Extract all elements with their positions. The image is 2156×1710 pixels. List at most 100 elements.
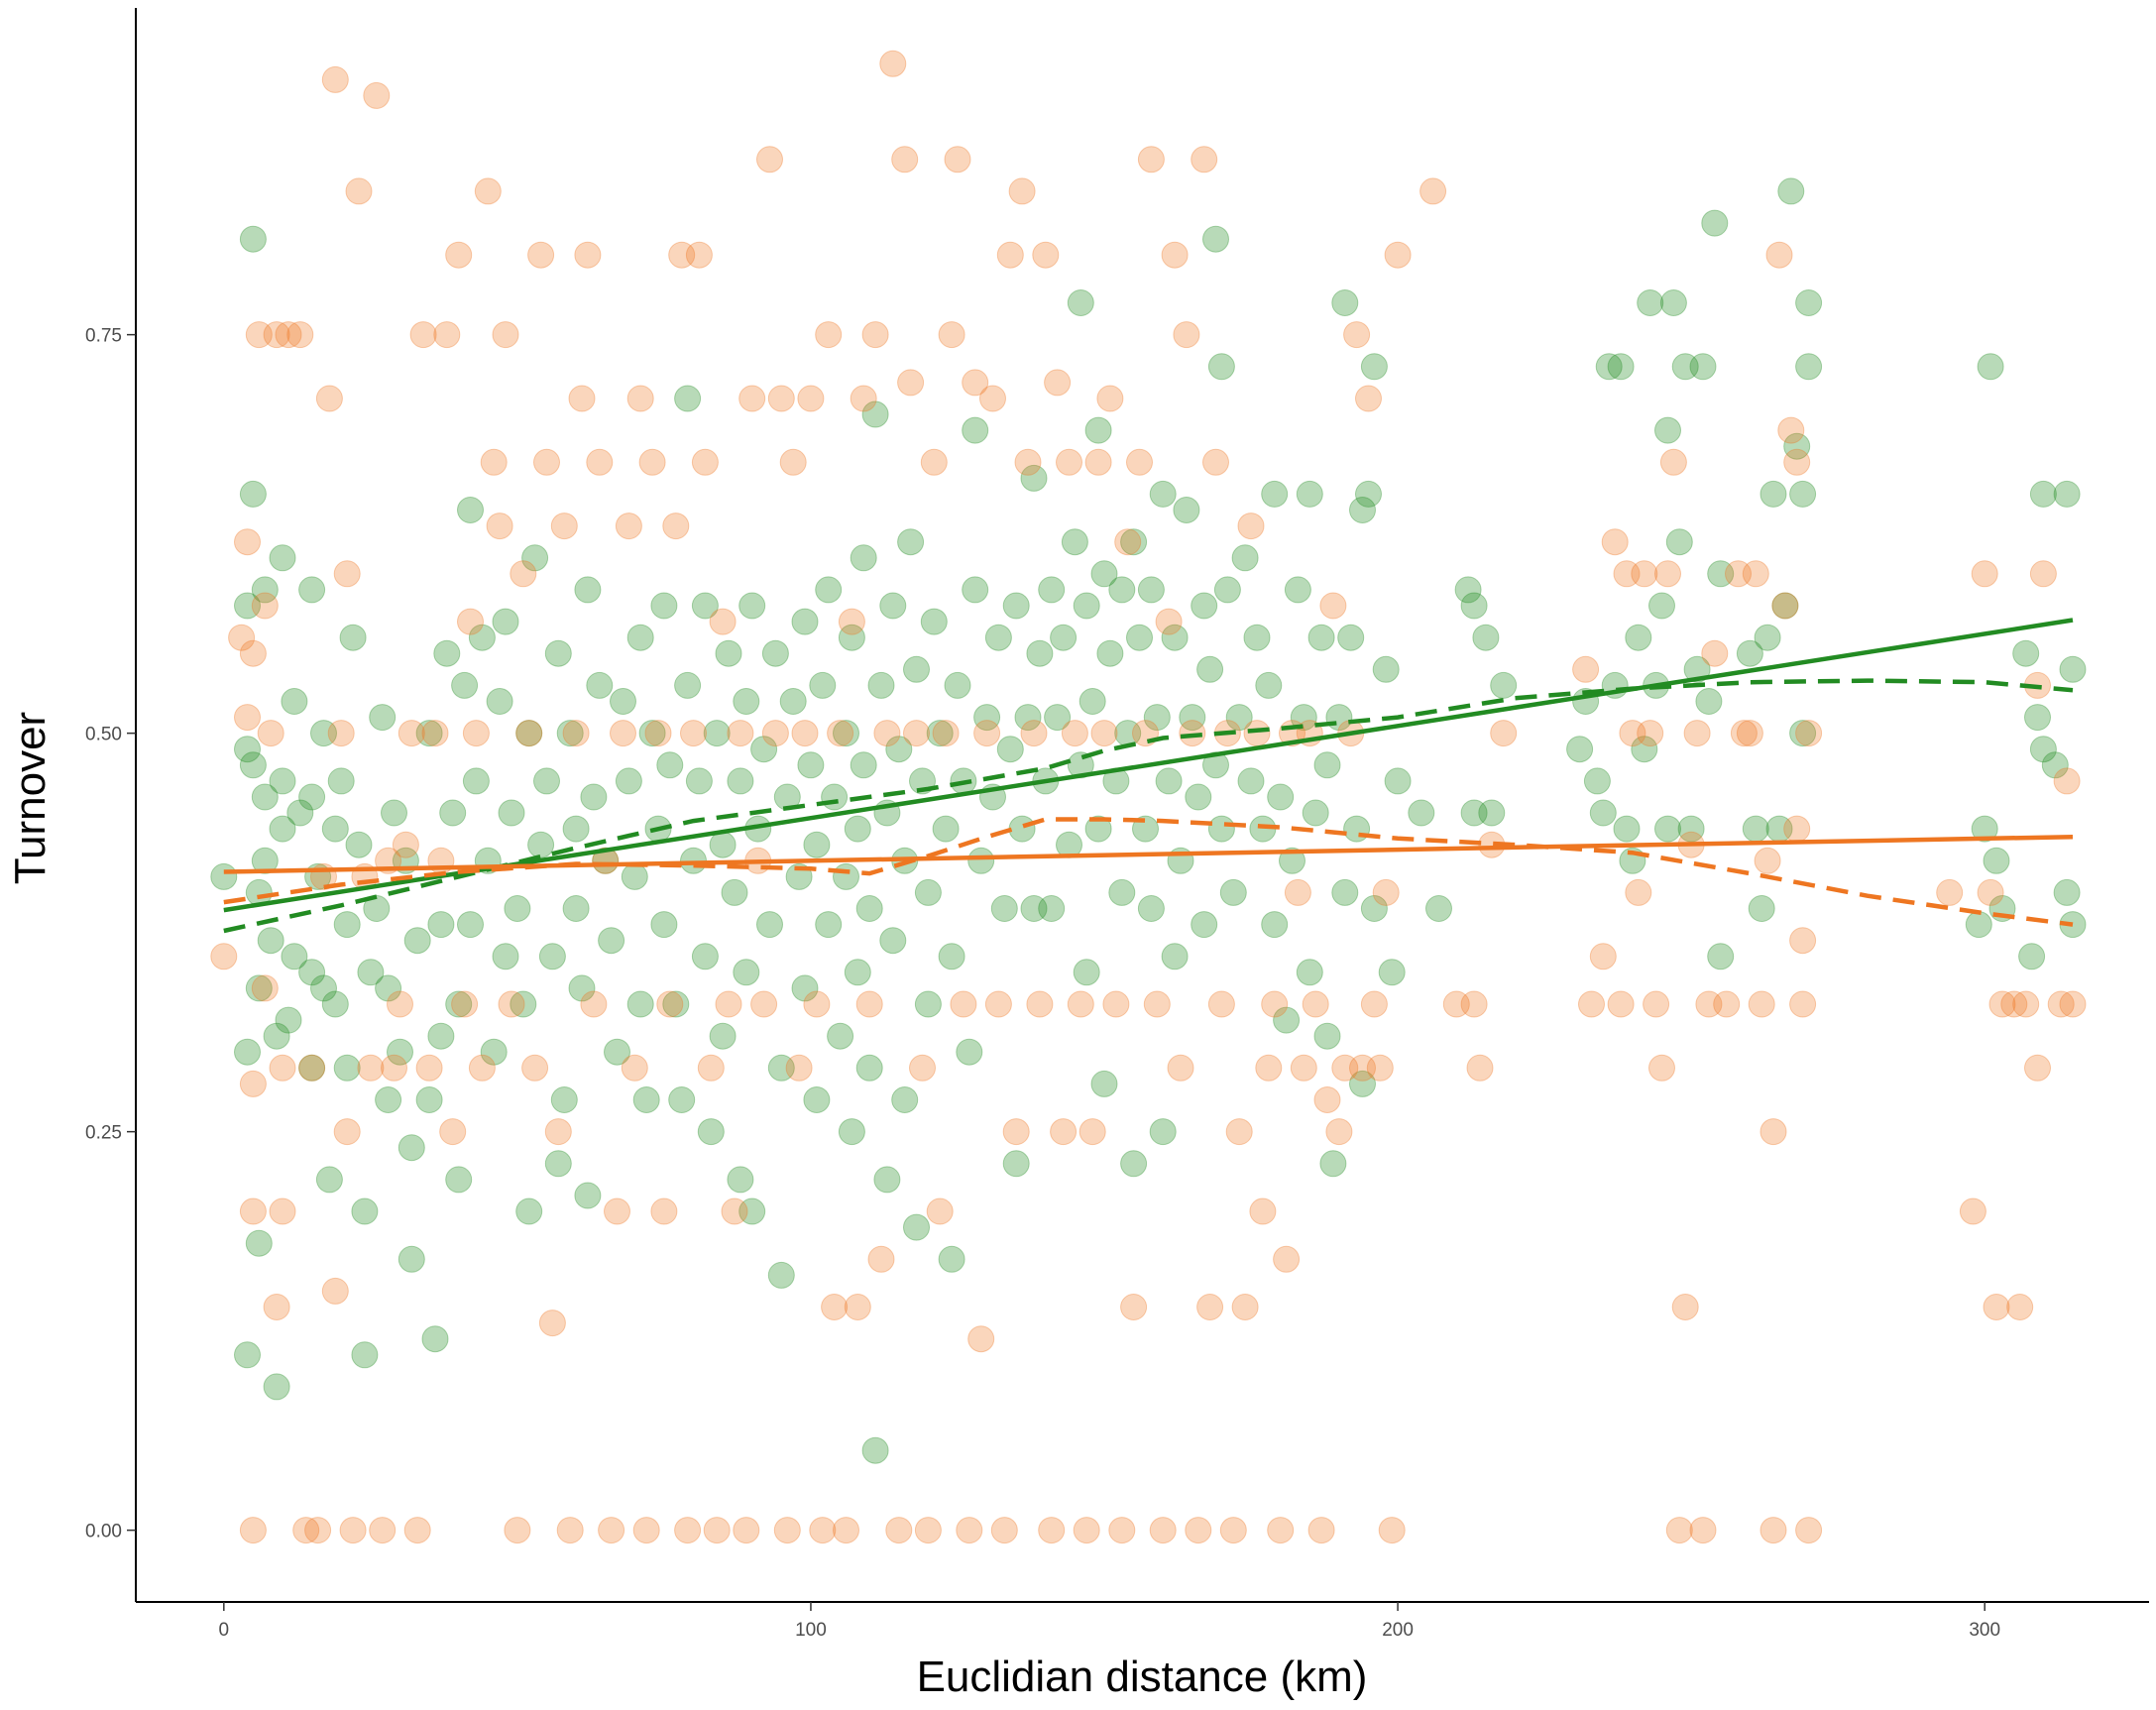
data-point (1472, 624, 1500, 651)
data-point (1255, 1054, 1283, 1082)
data-point (2053, 767, 2081, 795)
data-point (973, 720, 1001, 747)
data-point (727, 720, 754, 747)
data-point (598, 1517, 625, 1544)
data-point (1137, 576, 1165, 604)
data-point (1261, 990, 1289, 1018)
data-point (474, 177, 502, 205)
data-point (779, 688, 807, 715)
data-point (521, 544, 549, 572)
data-point (1061, 720, 1088, 747)
x-axis-title: Euclidian distance (km) (917, 1653, 1368, 1701)
data-point (2006, 1294, 2034, 1320)
data-point (1648, 1054, 1675, 1082)
data-point (251, 783, 279, 811)
data-point (879, 592, 907, 620)
data-point (1302, 990, 1329, 1018)
data-point (403, 1517, 431, 1544)
data-point (263, 321, 290, 349)
data-point (1078, 1118, 1106, 1146)
data-point (756, 911, 783, 939)
data-point (515, 720, 543, 747)
trend-line-dashed (223, 817, 2074, 927)
data-point (1637, 720, 1664, 747)
data-point (1589, 943, 1617, 970)
data-point (791, 974, 819, 1002)
data-point (387, 1038, 413, 1066)
data-point (821, 783, 849, 811)
data-point (1349, 1054, 1376, 1082)
data-point (1196, 655, 1224, 683)
trend-line-solid (223, 834, 2074, 874)
data-point (333, 911, 361, 939)
data-point (1067, 990, 1094, 1018)
data-point (885, 736, 913, 763)
data-point (750, 736, 778, 763)
data-point (292, 1517, 320, 1544)
data-point (333, 1118, 361, 1146)
data-point (1754, 624, 1781, 651)
data-point (1783, 432, 1811, 460)
y-tick-label: 0.50 (85, 725, 122, 745)
data-point (1343, 815, 1371, 843)
data-point (451, 990, 479, 1018)
data-point (2024, 704, 2051, 732)
data-point (1284, 576, 1311, 604)
data-point (498, 799, 525, 827)
data-point (791, 720, 819, 747)
data-point (315, 1166, 343, 1194)
data-point (791, 608, 819, 635)
data-point (1754, 847, 1781, 874)
data-point (797, 385, 825, 412)
data-point (867, 671, 895, 699)
data-point (1360, 353, 1388, 381)
data-point (351, 1197, 379, 1225)
data-point (234, 1341, 261, 1369)
data-point (844, 815, 871, 843)
data-point (234, 704, 261, 732)
data-point (827, 1022, 854, 1050)
data-point (409, 321, 437, 349)
data-point (556, 1517, 584, 1544)
data-point (1360, 990, 1388, 1018)
data-point (1659, 448, 1687, 476)
data-point (1742, 560, 1769, 588)
data-point (604, 1197, 630, 1225)
data-point (1313, 751, 1341, 779)
data-point (415, 1054, 443, 1082)
data-point (1173, 321, 1200, 349)
data-point (298, 576, 326, 604)
data-point (727, 1166, 754, 1194)
data-point (381, 1054, 407, 1082)
data-point (2029, 736, 2057, 763)
data-point (1149, 1517, 1177, 1544)
data-point (944, 146, 971, 173)
data-point (1959, 1197, 1986, 1225)
data-point (1583, 767, 1611, 795)
data-point (375, 974, 402, 1002)
data-point (767, 1054, 795, 1082)
data-point (733, 959, 760, 986)
data-point (1566, 736, 1594, 763)
data-point (1325, 1118, 1353, 1146)
data-point (269, 1054, 296, 1082)
data-point (1988, 990, 2016, 1018)
data-point (421, 720, 449, 747)
data-point (1384, 241, 1412, 269)
data-point (1243, 624, 1271, 651)
data-point (1179, 720, 1206, 747)
data-point (492, 608, 519, 635)
data-point (833, 1517, 859, 1544)
data-point (357, 959, 385, 986)
data-point (1207, 353, 1235, 381)
x-tick-label: 300 (1969, 1620, 2000, 1641)
data-point (228, 624, 256, 651)
data-point (1736, 639, 1763, 667)
y-tick-label: 0.25 (85, 1123, 122, 1144)
data-point (1202, 225, 1229, 253)
data-point (944, 671, 971, 699)
data-point (550, 513, 578, 540)
data-point (1689, 1517, 1717, 1544)
data-point (1008, 177, 1036, 205)
data-point (815, 576, 843, 604)
